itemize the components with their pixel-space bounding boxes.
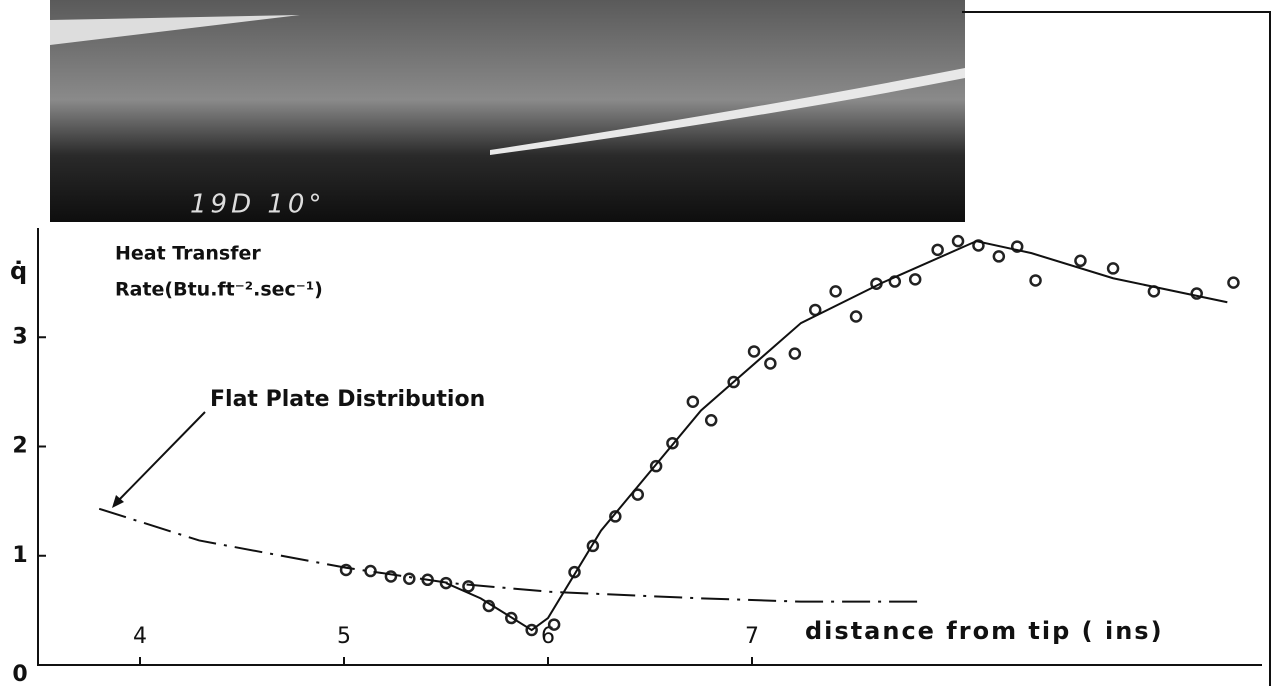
fit-line	[446, 241, 1227, 630]
data-point	[831, 286, 841, 296]
data-point	[933, 245, 943, 255]
photo-label: 19D 10°	[190, 190, 325, 220]
x-label: distance from tip ( ins)	[805, 617, 1164, 645]
data-point	[790, 349, 800, 359]
data-point	[1108, 263, 1118, 273]
y-tick-label: 3	[12, 324, 27, 349]
y-label-line: Heat Transfer	[115, 243, 261, 265]
annotation: Flat Plate Distribution	[210, 387, 485, 412]
data-point	[463, 581, 473, 591]
x-tick-label: 6	[541, 624, 555, 649]
y-tick-label: 0	[12, 662, 27, 686]
data-point	[994, 251, 1004, 261]
data-point	[765, 358, 775, 368]
data-point	[1228, 278, 1238, 288]
data-point	[688, 397, 698, 407]
photo: 19D 10°	[50, 0, 1270, 686]
data-point	[749, 346, 759, 356]
data-point	[953, 236, 963, 246]
y-tick-label: 2	[12, 434, 27, 459]
flat-plate-line	[99, 509, 919, 602]
figure: 19D 10° q̇ Heat Transfer Rate(Btu.ft⁻².s…	[0, 0, 1280, 686]
data-point	[404, 574, 414, 584]
x-tick-label: 5	[337, 624, 351, 649]
y-label-line: Rate(Btu.ft⁻².sec⁻¹)	[115, 279, 323, 301]
data-point	[706, 415, 716, 425]
y-label: q̇	[10, 257, 27, 285]
data-point	[851, 311, 861, 321]
data-point	[1031, 275, 1041, 285]
annotation-arrow	[112, 412, 205, 508]
y-tick-label: 1	[12, 543, 27, 568]
x-tick-label: 7	[745, 624, 759, 649]
data-point	[910, 274, 920, 284]
data-point	[1075, 256, 1085, 266]
x-tick-label: 4	[133, 624, 147, 649]
